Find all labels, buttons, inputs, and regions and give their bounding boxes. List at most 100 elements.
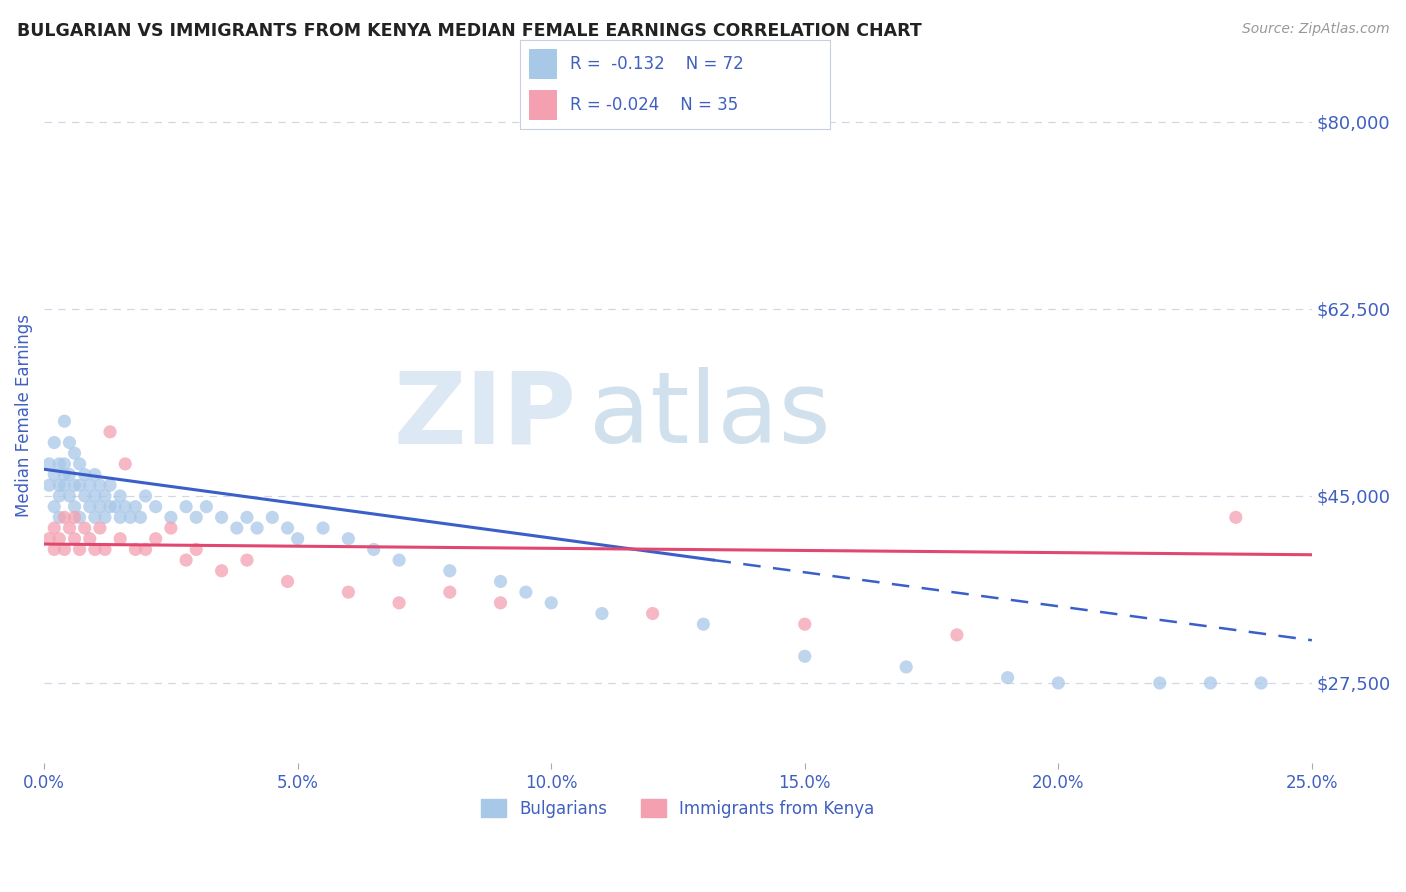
- Point: [211, 564, 233, 578]
- Point: [73, 521, 96, 535]
- Point: [236, 553, 259, 567]
- Point: [388, 553, 411, 567]
- Point: [44, 435, 66, 450]
- Point: [641, 607, 664, 621]
- Point: [160, 521, 183, 535]
- Point: [83, 489, 105, 503]
- Point: [83, 542, 105, 557]
- Point: [312, 521, 335, 535]
- Point: [89, 521, 111, 535]
- Point: [48, 489, 70, 503]
- Point: [1149, 676, 1171, 690]
- Point: [108, 532, 131, 546]
- Point: [53, 478, 76, 492]
- Point: [58, 435, 80, 450]
- Point: [515, 585, 537, 599]
- Point: [195, 500, 218, 514]
- Point: [69, 510, 91, 524]
- Point: [108, 510, 131, 524]
- Point: [225, 521, 247, 535]
- Point: [124, 542, 146, 557]
- Point: [337, 585, 360, 599]
- Point: [69, 542, 91, 557]
- Point: [262, 510, 284, 524]
- Point: [489, 574, 512, 589]
- Point: [48, 478, 70, 492]
- Point: [79, 500, 101, 514]
- Point: [58, 489, 80, 503]
- Point: [160, 510, 183, 524]
- Point: [98, 425, 121, 439]
- Bar: [530, 49, 557, 79]
- Point: [114, 500, 136, 514]
- Point: [38, 457, 60, 471]
- Point: [89, 478, 111, 492]
- Point: [63, 478, 86, 492]
- Legend: Bulgarians, Immigrants from Kenya: Bulgarians, Immigrants from Kenya: [475, 793, 882, 824]
- Point: [1047, 676, 1070, 690]
- Point: [793, 649, 815, 664]
- Point: [276, 574, 298, 589]
- Point: [58, 521, 80, 535]
- Point: [591, 607, 613, 621]
- Point: [63, 446, 86, 460]
- Point: [946, 628, 969, 642]
- Text: BULGARIAN VS IMMIGRANTS FROM KENYA MEDIAN FEMALE EARNINGS CORRELATION CHART: BULGARIAN VS IMMIGRANTS FROM KENYA MEDIA…: [17, 22, 921, 40]
- Point: [896, 660, 918, 674]
- Bar: [530, 90, 557, 120]
- Point: [135, 489, 157, 503]
- Point: [276, 521, 298, 535]
- Point: [145, 532, 167, 546]
- Point: [1199, 676, 1222, 690]
- Point: [53, 457, 76, 471]
- Text: ZIP: ZIP: [394, 368, 576, 465]
- Point: [439, 564, 461, 578]
- Point: [94, 489, 117, 503]
- Point: [38, 532, 60, 546]
- Point: [186, 542, 208, 557]
- Point: [337, 532, 360, 546]
- Point: [104, 500, 127, 514]
- Point: [79, 532, 101, 546]
- Point: [44, 500, 66, 514]
- Point: [540, 596, 562, 610]
- Y-axis label: Median Female Earnings: Median Female Earnings: [15, 314, 32, 517]
- Point: [692, 617, 714, 632]
- Point: [69, 457, 91, 471]
- Point: [44, 467, 66, 482]
- Text: Source: ZipAtlas.com: Source: ZipAtlas.com: [1241, 22, 1389, 37]
- Point: [1250, 676, 1272, 690]
- Point: [79, 478, 101, 492]
- Point: [53, 510, 76, 524]
- Point: [388, 596, 411, 610]
- Point: [44, 521, 66, 535]
- Point: [145, 500, 167, 514]
- Point: [48, 510, 70, 524]
- Text: R =  -0.132    N = 72: R = -0.132 N = 72: [569, 55, 744, 73]
- Text: R = -0.024    N = 35: R = -0.024 N = 35: [569, 96, 738, 114]
- Point: [69, 478, 91, 492]
- Point: [53, 542, 76, 557]
- Point: [108, 489, 131, 503]
- Point: [98, 500, 121, 514]
- Point: [363, 542, 385, 557]
- Point: [94, 510, 117, 524]
- Point: [63, 532, 86, 546]
- Point: [98, 478, 121, 492]
- Text: atlas: atlas: [589, 368, 831, 465]
- Point: [58, 467, 80, 482]
- Point: [120, 510, 142, 524]
- Point: [89, 500, 111, 514]
- Point: [114, 457, 136, 471]
- Point: [124, 500, 146, 514]
- Point: [38, 478, 60, 492]
- Point: [53, 414, 76, 428]
- Point: [287, 532, 309, 546]
- Point: [63, 510, 86, 524]
- Point: [63, 500, 86, 514]
- Point: [236, 510, 259, 524]
- Point: [997, 671, 1019, 685]
- Point: [83, 510, 105, 524]
- Point: [246, 521, 269, 535]
- Point: [135, 542, 157, 557]
